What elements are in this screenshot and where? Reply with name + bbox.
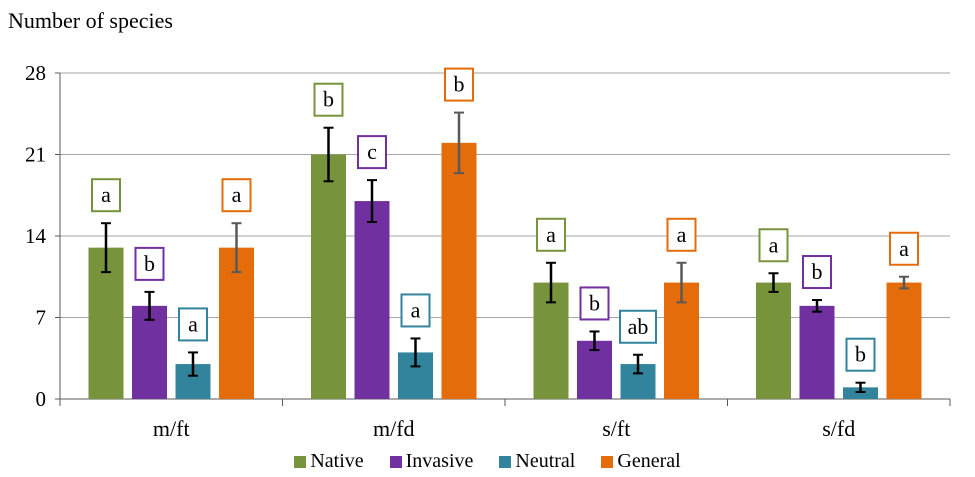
significance-letter: a	[769, 232, 779, 257]
bar-invasive	[799, 305, 835, 399]
significance-letter: a	[411, 297, 421, 322]
significance-letter: b	[855, 342, 866, 367]
bar-native	[756, 282, 791, 399]
bar-invasive	[132, 305, 167, 399]
y-tick-label: 14	[25, 224, 47, 248]
significance-letter: b	[589, 290, 600, 315]
significance-box	[313, 82, 344, 117]
significance-box	[221, 178, 252, 213]
significance-box	[536, 217, 566, 252]
legend-label: Native	[310, 450, 364, 472]
significance-letter: b	[323, 87, 334, 112]
legend-swatch	[499, 455, 512, 468]
legend-swatch	[389, 455, 402, 468]
significance-box	[889, 231, 919, 266]
significance-letter: a	[546, 222, 556, 247]
significance-box	[178, 307, 208, 342]
significance-letter: a	[677, 222, 687, 247]
bar-neutral	[843, 387, 878, 399]
significance-letter: b	[144, 251, 155, 276]
bar-native	[311, 154, 346, 399]
significance-box	[802, 255, 832, 290]
significance-letter: a	[101, 182, 111, 207]
bar-general	[886, 282, 922, 399]
y-axis-label: Number of species	[8, 8, 173, 33]
x-tick-label: m/fd	[373, 416, 415, 441]
significance-letter: a	[899, 236, 909, 261]
y-tick-label: 21	[25, 143, 46, 167]
significance-box	[845, 337, 876, 372]
legend: Native Invasive Neutral General	[0, 450, 975, 473]
significance-box	[357, 135, 387, 170]
significance-letter: ab	[628, 314, 649, 339]
bar-general	[441, 142, 477, 399]
y-tick-label: 0	[36, 387, 47, 411]
x-tick-label: s/ft	[602, 416, 630, 441]
significance-box	[400, 293, 431, 328]
legend-swatch	[601, 455, 614, 468]
legend-item-general: General	[601, 450, 681, 473]
legend-item-neutral: Neutral	[499, 450, 575, 473]
significance-letter: b	[454, 72, 465, 97]
significance-box	[619, 309, 657, 344]
legend-swatch	[294, 455, 307, 468]
legend-label: General	[617, 450, 681, 472]
significance-letter: a	[188, 311, 198, 336]
bar-invasive	[354, 201, 390, 399]
significance-box	[666, 217, 697, 252]
significance-box	[758, 228, 789, 263]
legend-item-invasive: Invasive	[389, 450, 474, 473]
x-tick-label: s/fd	[822, 416, 855, 441]
legend-label: Invasive	[405, 450, 474, 472]
significance-box	[444, 67, 474, 102]
significance-box	[91, 178, 121, 213]
x-tick-label: m/ft	[153, 416, 190, 441]
y-tick-label: 28	[25, 61, 46, 85]
significance-letter: a	[232, 182, 242, 207]
significance-box	[134, 246, 165, 281]
y-tick-label: 7	[36, 306, 47, 330]
significance-box	[579, 286, 610, 321]
legend-item-native: Native	[294, 450, 364, 473]
significance-letter: c	[367, 139, 377, 164]
significance-letter: b	[812, 259, 823, 284]
legend-label: Neutral	[515, 450, 576, 472]
